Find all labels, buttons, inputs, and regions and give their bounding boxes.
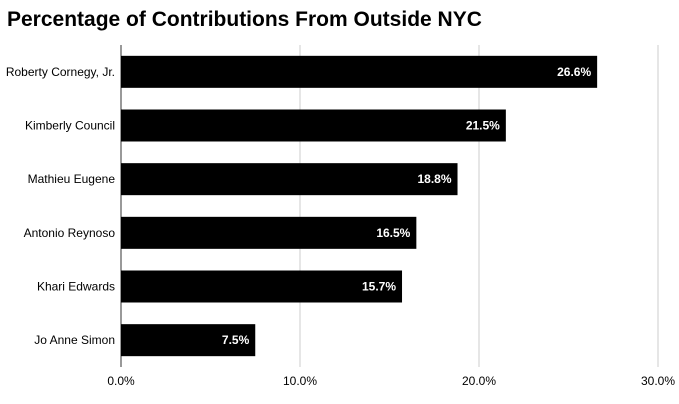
bar [121,216,417,249]
category-labels: Roberty Cornegy, Jr. Kimberly Council Math… [6,65,115,347]
data-label: 26.6% [557,65,591,79]
category-label: Kimberly Council [25,119,115,133]
category-label: Antonio Reynoso [24,226,116,240]
bar [121,163,458,196]
bar [121,55,598,88]
data-label: 21.5% [466,119,500,133]
category-label: Jo Anne Simon [34,333,115,347]
category-label: Khari Edwards [37,280,115,294]
x-tick-label: 20.0% [462,374,496,388]
data-label: 16.5% [376,226,410,240]
data-label: 15.7% [362,280,396,294]
data-label: 7.5% [222,333,250,347]
bar [121,324,256,357]
chart-title: Percentage of Contributions From Outside… [7,8,482,31]
bar [121,109,506,142]
bars [121,55,598,357]
data-label: 18.8% [417,172,451,186]
x-tick-labels: 0.0% 10.0% 20.0% 30.0% [107,374,675,388]
data-labels: 26.6% 21.5% 18.8% 16.5% 15.7% 7.5% [222,65,592,347]
x-tick-label: 10.0% [283,374,317,388]
x-tick-label: 0.0% [107,374,135,388]
gridlines [120,45,659,367]
x-tick-label: 30.0% [641,374,675,388]
category-label: Mathieu Eugene [28,172,116,186]
bar [121,270,403,303]
category-label: Roberty Cornegy, Jr. [6,65,115,79]
